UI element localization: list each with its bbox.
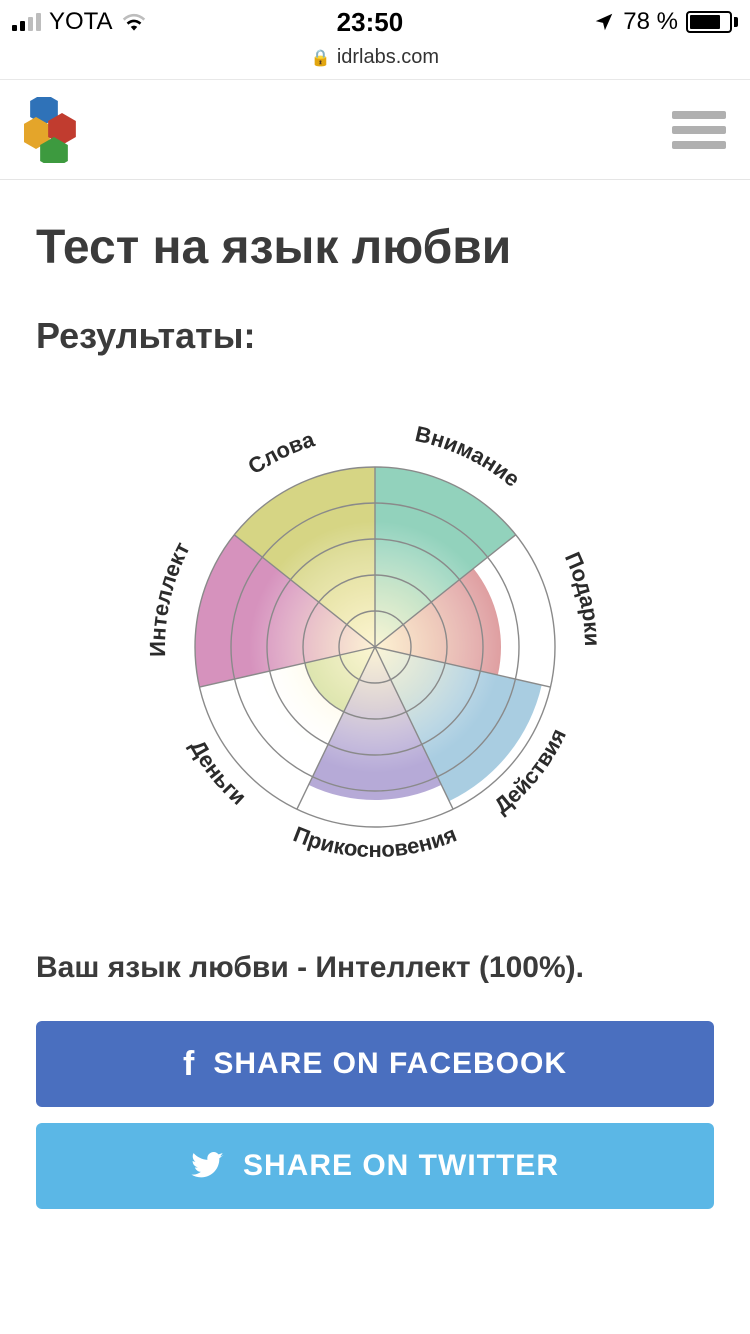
status-center: 23:50 (337, 8, 404, 37)
share-facebook-button[interactable]: f SHARE ON FACEBOOK (36, 1021, 714, 1107)
lock-icon: 🔒 (311, 48, 331, 68)
results-chart: ВниманиеПодаркиДействияПрикосновенияДень… (36, 377, 714, 917)
wifi-icon (121, 12, 147, 32)
share-twitter-label: SHARE ON TWITTER (243, 1149, 559, 1183)
page-title: Тест на язык любви (36, 220, 714, 275)
url-text: idrlabs.com (337, 46, 439, 69)
site-logo[interactable] (24, 97, 104, 163)
result-summary: Ваш язык любви - Интеллект (100%). (36, 951, 714, 985)
clock: 23:50 (337, 8, 404, 37)
facebook-icon: f (183, 1045, 195, 1084)
main-content: Тест на язык любви Результаты: ВниманиеП… (0, 180, 750, 1245)
status-right: 78 % (593, 8, 738, 36)
svg-text:Интеллект: Интеллект (145, 538, 195, 657)
share-twitter-button[interactable]: SHARE ON TWITTER (36, 1123, 714, 1209)
carrier-label: YOTA (49, 8, 113, 36)
status-bar: YOTA 23:50 78 % (0, 0, 750, 44)
svg-text:Подарки: Подарки (560, 548, 605, 646)
menu-button[interactable] (672, 111, 726, 149)
site-header (0, 80, 750, 180)
battery-pct: 78 % (623, 8, 678, 36)
page-subtitle: Результаты: (36, 315, 714, 357)
share-facebook-label: SHARE ON FACEBOOK (213, 1047, 567, 1081)
svg-text:Слова: Слова (243, 426, 318, 479)
status-left: YOTA (12, 8, 147, 36)
url-bar: 🔒 idrlabs.com (0, 46, 750, 77)
signal-icon (12, 13, 41, 31)
hamburger-icon (672, 111, 726, 119)
location-icon (593, 11, 615, 33)
twitter-icon (191, 1152, 225, 1180)
battery-icon (686, 11, 738, 33)
